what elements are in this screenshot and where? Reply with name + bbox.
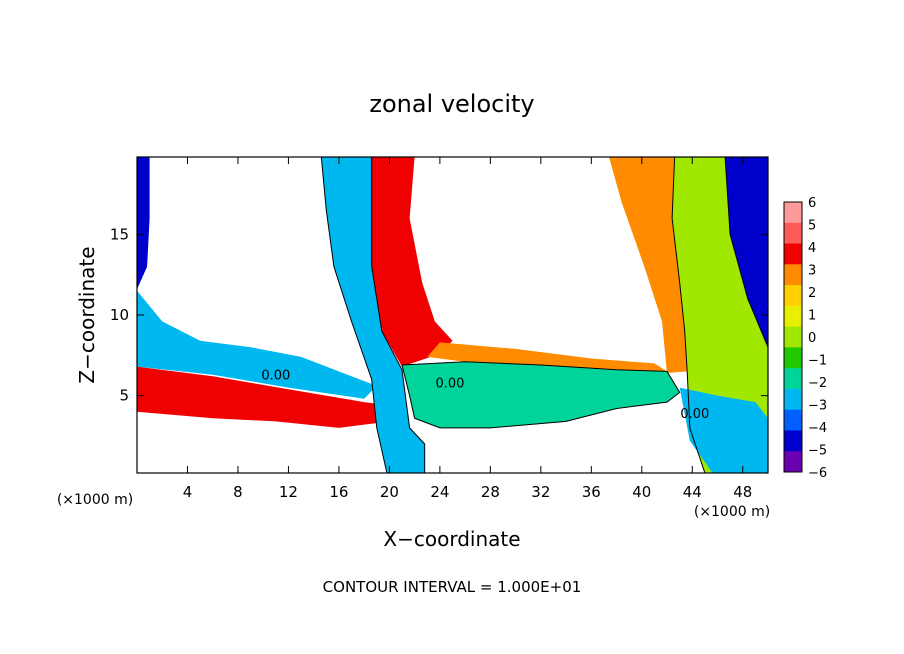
x-tick-label: 32 xyxy=(531,483,550,501)
colorbar-label: −2 xyxy=(808,376,827,391)
colorbar-label: 5 xyxy=(808,219,816,234)
x-unit-left: (×1000 m) xyxy=(57,492,133,508)
colorbar-swatch xyxy=(784,285,802,307)
x-tick-label: 48 xyxy=(733,483,752,501)
colorbar-label: −1 xyxy=(808,354,827,369)
colorbar-label: 0 xyxy=(808,331,816,346)
colorbar-swatch xyxy=(784,388,802,411)
colorbar-swatch xyxy=(784,347,802,369)
contour-interval-note: CONTOUR INTERVAL = 1.000E+01 xyxy=(323,578,582,596)
y-axis-ticks: 5 10 15 xyxy=(110,225,768,405)
colorbar-swatch xyxy=(784,451,802,473)
colorbar-label: −6 xyxy=(808,466,827,481)
x-tick-label: 16 xyxy=(329,483,348,501)
contour-label-0: 0.00 xyxy=(261,368,290,383)
colorbar-swatch xyxy=(784,222,802,245)
field-region-central-warm-column xyxy=(371,157,453,367)
x-tick-label: 24 xyxy=(430,483,449,501)
contour-mid-shear-band xyxy=(401,361,681,429)
y-axis-label: Z−coordinate xyxy=(75,246,99,383)
contour-central-column xyxy=(320,157,426,473)
y-tick-label: 5 xyxy=(119,387,129,405)
field-region-right-warm-column xyxy=(609,157,688,373)
y-tick-label: 15 xyxy=(110,225,129,243)
velocity-field xyxy=(137,157,768,473)
contour-label-2: 0.00 xyxy=(680,407,709,422)
colorbar-swatch xyxy=(784,202,802,224)
contour-right-green-column xyxy=(671,157,768,473)
colorbar-swatch xyxy=(784,326,802,348)
colorbar-swatch xyxy=(784,409,802,431)
field-region-mid-shear-band xyxy=(402,361,680,428)
colorbar-swatch xyxy=(784,243,802,265)
x-tick-label: 8 xyxy=(233,483,243,501)
colorbar-label: 6 xyxy=(808,196,816,211)
x-tick-label: 4 xyxy=(183,483,193,501)
colorbar-label: 4 xyxy=(808,241,816,256)
x-tick-label: 36 xyxy=(582,483,601,501)
colorbar-label: 1 xyxy=(808,309,816,324)
x-tick-label: 44 xyxy=(683,483,702,501)
field-region-left-low-band xyxy=(137,366,390,428)
contour-lines xyxy=(320,157,768,473)
x-axis-label: X−coordinate xyxy=(383,527,520,551)
colorbar-swatch xyxy=(784,430,802,452)
field-region-left-edge-column xyxy=(137,157,150,290)
field-region-central-column xyxy=(321,157,425,473)
colorbar-swatch xyxy=(784,305,802,328)
x-tick-label: 28 xyxy=(481,483,500,501)
colorbar-label: −4 xyxy=(808,421,827,436)
colorbar-swatch xyxy=(784,264,802,286)
colorbar-frame xyxy=(783,201,803,473)
colorbar-label: 3 xyxy=(808,264,816,279)
colorbar-swatch xyxy=(784,368,802,390)
colorbar-label: −5 xyxy=(808,444,827,459)
colorbar-label: 2 xyxy=(808,286,816,301)
field-region-lower-right-cold-patch xyxy=(679,387,768,473)
y-tick-label: 10 xyxy=(110,306,129,324)
chart-title: zonal velocity xyxy=(369,90,534,118)
x-tick-label: 40 xyxy=(632,483,651,501)
contour-label-1: 0.00 xyxy=(435,377,464,392)
field-region-left-upper-band xyxy=(137,290,377,399)
x-axis-ticks: 4 8 12 16 20 24 28 32 36 40 44 48 xyxy=(183,157,752,501)
colorbar-label: −3 xyxy=(808,399,827,414)
x-unit-right: (×1000 m) xyxy=(694,504,770,520)
field-region-mid-warm-strip xyxy=(427,342,667,372)
colorbar: 6 5 4 3 2 1 0 −1 −2 −3 −4 −5 −6 xyxy=(783,196,827,481)
x-tick-label: 12 xyxy=(279,483,298,501)
field-region-right-edge-cold xyxy=(725,157,768,348)
x-tick-label: 20 xyxy=(380,483,399,501)
contour-labels: 0.00 0.00 0.00 xyxy=(261,368,709,422)
